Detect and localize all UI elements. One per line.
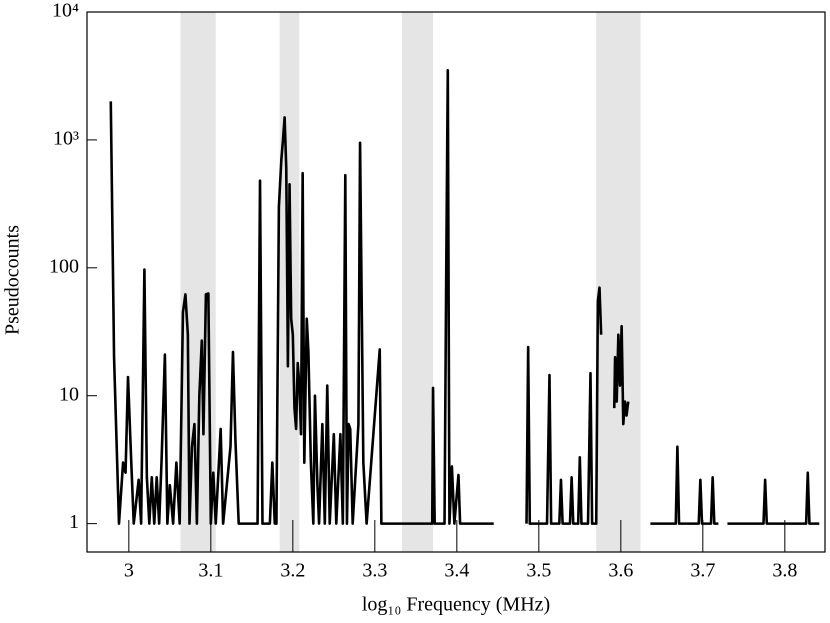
x-tick-label: 3.6 — [608, 560, 633, 582]
x-tick-label: 3.1 — [198, 560, 223, 582]
y-tick-label: 10⁴ — [52, 0, 79, 22]
x-tick-label: 3.4 — [444, 560, 469, 582]
y-tick-label: 1 — [69, 511, 79, 533]
plot-frame — [86, 11, 826, 553]
y-tick-label: 100 — [49, 255, 79, 277]
x-tick-label: 3.3 — [362, 560, 387, 582]
data-line — [111, 70, 824, 523]
shaded-region — [401, 12, 434, 552]
x-tick-label: 3 — [124, 560, 134, 582]
x-tick-label: 3.5 — [526, 560, 551, 582]
x-tick-label: 3.7 — [690, 560, 715, 582]
y-tick-label: 10³ — [53, 127, 79, 149]
y-tick-label: 10 — [59, 383, 79, 405]
x-tick-label: 3.2 — [280, 560, 305, 582]
y-axis-label: Pseudocounts — [2, 225, 24, 335]
shaded-region — [180, 12, 216, 552]
x-axis-label: log₁₀ Frequency (MHz) — [362, 594, 550, 616]
shaded-region — [596, 12, 641, 552]
x-tick-label: 3.8 — [772, 560, 797, 582]
